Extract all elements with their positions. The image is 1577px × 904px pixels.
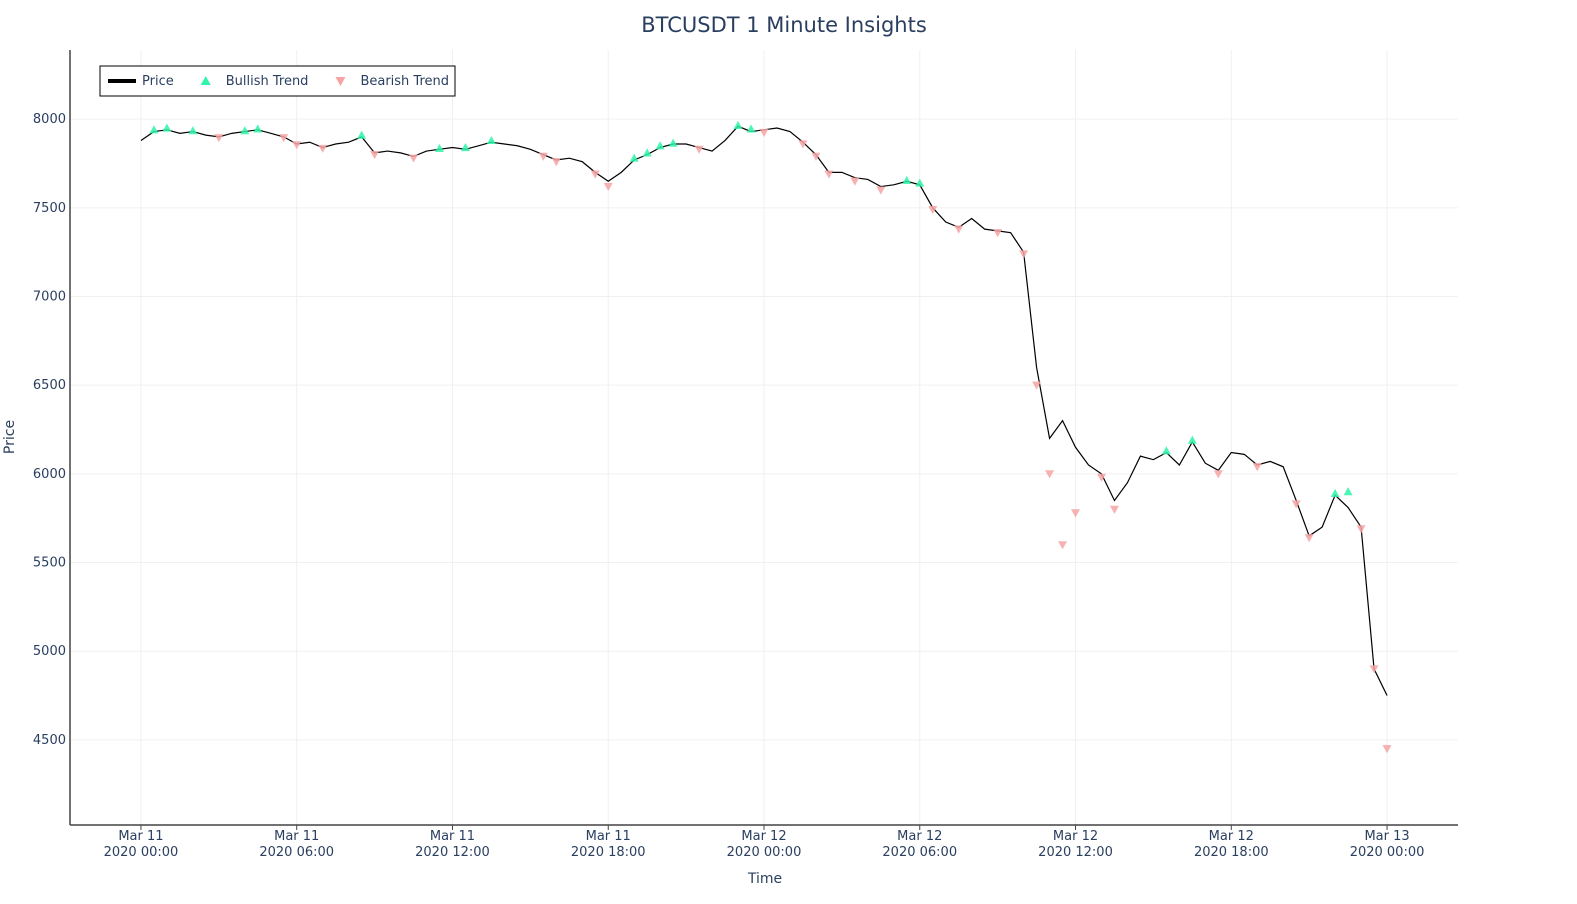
- bullish-marker: [629, 153, 639, 162]
- bullish-marker: [655, 141, 665, 150]
- bullish-marker: [1187, 435, 1197, 444]
- bullish-marker: [162, 123, 172, 132]
- bearish-marker: [538, 152, 548, 161]
- bearish-marker: [1304, 534, 1314, 543]
- bearish-marker: [1382, 745, 1392, 754]
- bearish-marker: [318, 144, 328, 153]
- bearish-marker: [694, 145, 704, 154]
- x-axis-title: Time: [747, 871, 782, 887]
- bearish-marker: [1019, 250, 1029, 259]
- y-tick-label: 7000: [33, 290, 66, 305]
- bullish-marker: [149, 125, 159, 134]
- bearish-marker: [1369, 665, 1379, 674]
- legend-label: Bullish Trend: [226, 74, 309, 89]
- bearish-marker: [798, 140, 808, 149]
- legend-box: [99, 65, 456, 97]
- bearish-marker: [928, 206, 938, 215]
- legend: Price Bullish Trend Bearish Trend: [99, 65, 456, 97]
- y-tick-label: 5000: [33, 644, 66, 659]
- bearish-marker: [279, 134, 289, 143]
- bearish-marker: [1356, 525, 1366, 534]
- x-tick-label: Mar 11 2020 18:00: [571, 829, 646, 860]
- bearish-marker: [1032, 381, 1042, 390]
- x-tick-label: Mar 12 2020 06:00: [882, 829, 957, 860]
- bullish-marker: [902, 175, 912, 184]
- x-tick-label: Mar 12 2020 00:00: [727, 829, 802, 860]
- bearish-marker: [409, 154, 419, 163]
- bullish-marker: [240, 126, 250, 135]
- y-tick-label: 8000: [33, 112, 66, 127]
- x-tick-label: Mar 13 2020 00:00: [1350, 829, 1425, 860]
- bearish-marker: [1045, 470, 1055, 479]
- chart-title: BTCUSDT 1 Minute Insights: [641, 13, 927, 37]
- bullish-marker: [1343, 487, 1353, 496]
- bearish-marker: [1109, 505, 1119, 514]
- legend-swatch: [335, 77, 346, 86]
- bullish-marker: [434, 143, 444, 153]
- bearish-marker: [811, 152, 821, 161]
- bullish-marker: [642, 148, 652, 157]
- bullish-marker: [915, 178, 925, 187]
- y-tick-label: 4500: [33, 733, 66, 748]
- y-tick-label: 6000: [33, 467, 66, 482]
- bearish-marker: [993, 229, 1003, 238]
- bullish-marker: [188, 126, 198, 135]
- bullish-marker: [668, 138, 678, 147]
- bullish-marker: [1161, 446, 1171, 455]
- x-tick-label: Mar 12 2020 18:00: [1194, 829, 1269, 860]
- x-tick-label: Mar 11 2020 12:00: [415, 829, 490, 860]
- bearish-marker: [1058, 541, 1068, 550]
- legend-swatch: [200, 76, 211, 85]
- bullish-marker: [1330, 488, 1340, 497]
- y-tick-label: 6500: [33, 378, 66, 393]
- bearish-marker: [292, 141, 302, 150]
- bearish-marker: [954, 225, 964, 234]
- x-tick-label: Mar 12 2020 12:00: [1038, 829, 1113, 860]
- legend-label: Price: [142, 74, 174, 89]
- x-tick-label: Mar 11 2020 00:00: [104, 829, 179, 860]
- bearish-marker: [603, 182, 613, 192]
- bearish-marker: [590, 170, 600, 179]
- bearish-marker: [850, 177, 860, 186]
- bearish-marker: [214, 134, 224, 143]
- x-tick-label: Mar 11 2020 06:00: [259, 829, 334, 860]
- y-tick-label: 7500: [33, 201, 66, 216]
- bearish-marker: [1071, 509, 1081, 518]
- bearish-marker: [824, 170, 834, 179]
- bullish-marker: [253, 124, 263, 133]
- bearish-marker: [551, 158, 561, 167]
- bearish-marker: [1213, 470, 1223, 479]
- bullish-marker: [460, 143, 470, 152]
- bearish-marker: [876, 186, 886, 195]
- bullish-marker: [357, 130, 367, 139]
- bearish-marker: [1291, 500, 1301, 509]
- bullish-marker: [486, 135, 496, 145]
- bearish-marker: [759, 128, 769, 137]
- bearish-marker: [370, 151, 380, 160]
- y-tick-label: 5500: [33, 556, 66, 571]
- bullish-marker: [746, 124, 756, 133]
- bullish-marker: [733, 120, 743, 129]
- bearish-marker: [1252, 463, 1262, 472]
- bearish-marker: [1096, 473, 1106, 482]
- legend-label: Bearish Trend: [360, 74, 449, 89]
- y-axis-title: Price: [2, 420, 18, 454]
